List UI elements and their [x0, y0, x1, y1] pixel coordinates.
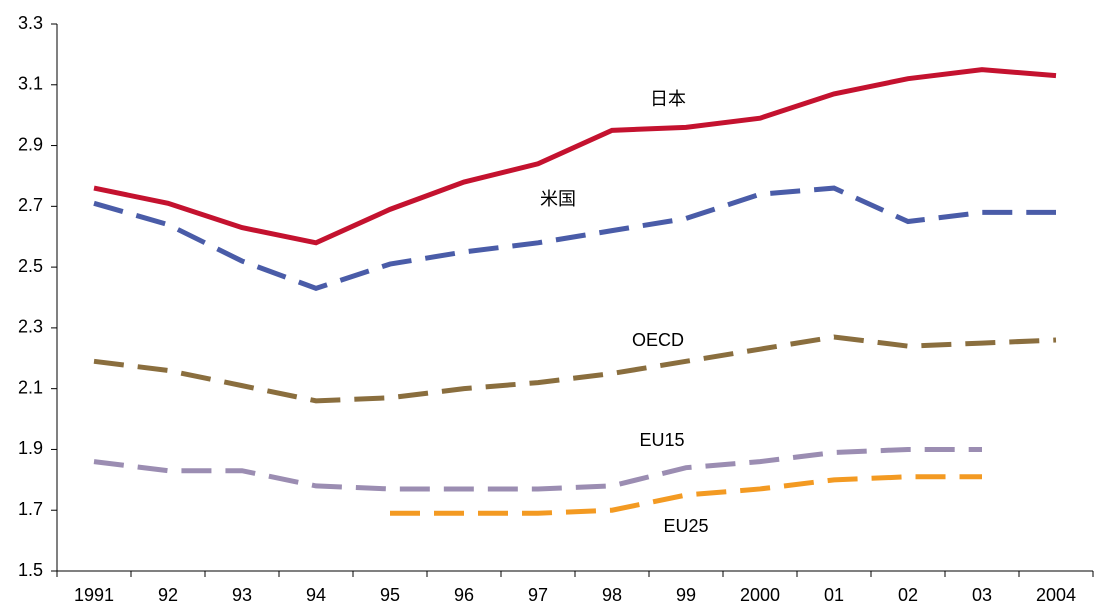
x-tick-label: 96 [454, 585, 474, 605]
y-tick-label: 2.7 [18, 195, 43, 215]
y-tick-label: 2.5 [18, 256, 43, 276]
y-tick-label: 1.9 [18, 438, 43, 458]
y-tick-label: 2.3 [18, 317, 43, 337]
x-tick-label: 1991 [74, 585, 114, 605]
y-tick-label: 1.7 [18, 499, 43, 519]
series-line [93, 67, 1057, 246]
series-line [93, 334, 1057, 404]
series-line [390, 474, 982, 516]
x-tick-label: 2004 [1036, 585, 1076, 605]
y-tick-label: 3.3 [18, 13, 43, 33]
x-tick-label: 2000 [740, 585, 780, 605]
y-tick-label: 2.1 [18, 377, 43, 397]
x-tick-label: 03 [972, 585, 992, 605]
x-tick-label: 97 [528, 585, 548, 605]
series-label: EU15 [639, 430, 684, 450]
series-label: 日本 [650, 89, 686, 109]
x-tick-label: 98 [602, 585, 622, 605]
series-label: OECD [632, 330, 684, 350]
x-tick-label: 01 [824, 585, 844, 605]
y-tick-label: 2.9 [18, 134, 43, 154]
x-tick-label: 93 [232, 585, 252, 605]
series-label: EU25 [663, 516, 708, 536]
x-tick-label: 94 [306, 585, 326, 605]
y-tick-label: 1.5 [18, 560, 43, 580]
y-tick-label: 3.1 [18, 74, 43, 94]
x-tick-label: 02 [898, 585, 918, 605]
series-label: 米国 [540, 189, 576, 209]
x-tick-label: 99 [676, 585, 696, 605]
x-tick-label: 92 [158, 585, 178, 605]
series-line [93, 185, 1056, 292]
series-line [93, 446, 982, 492]
x-tick-label: 95 [380, 585, 400, 605]
